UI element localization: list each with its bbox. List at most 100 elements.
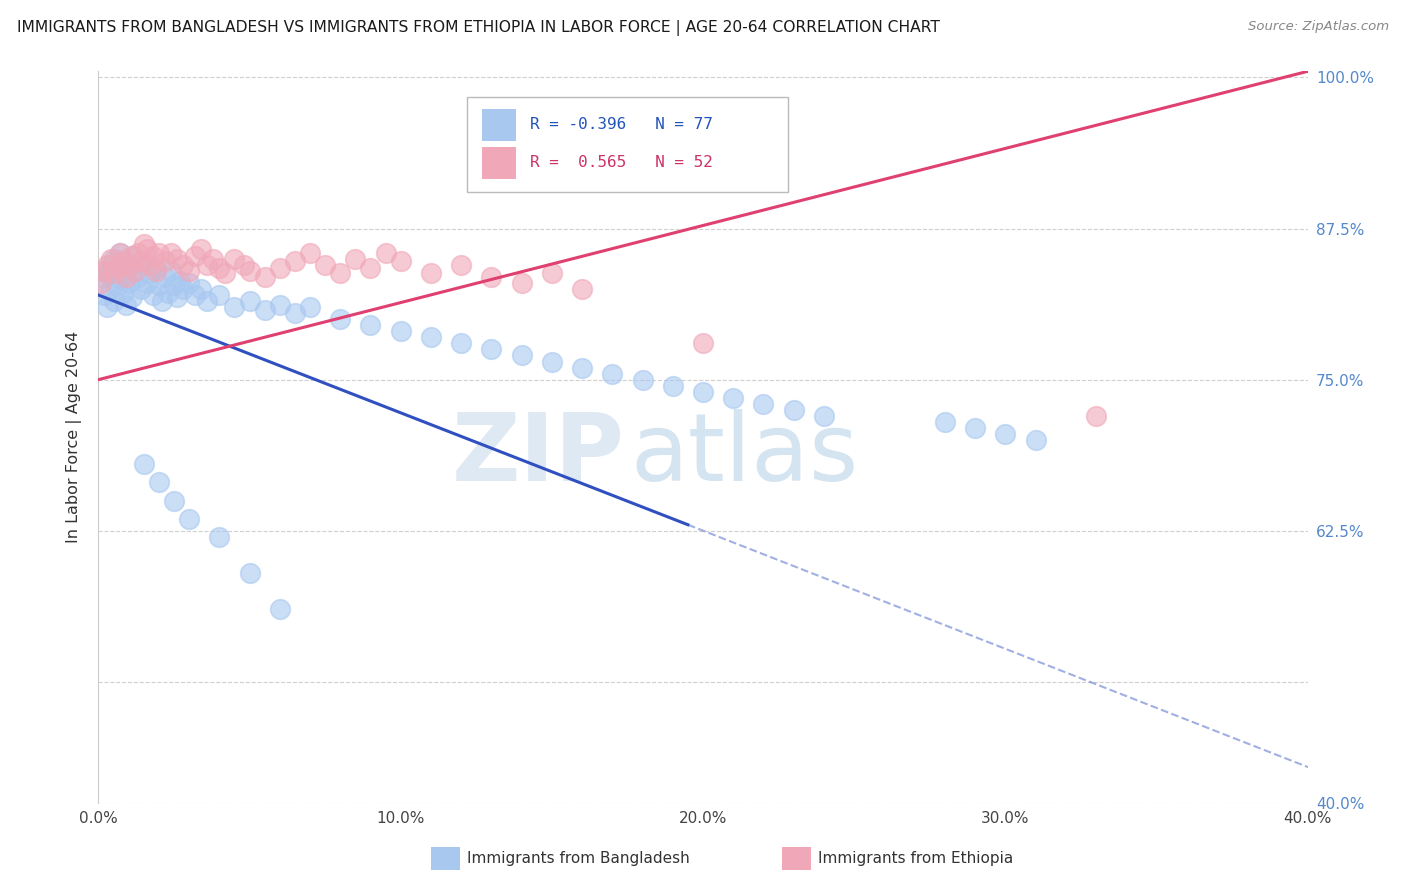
Point (284, 254, 307, 268)
Point (329, 266, 352, 280)
Point (96, 300, 118, 314)
Point (344, 252, 367, 266)
Point (214, 266, 236, 280)
Point (420, 266, 443, 280)
Point (360, 318, 382, 333)
Point (510, 276, 533, 290)
Point (571, 360, 593, 375)
Point (129, 282, 152, 296)
Point (163, 493, 186, 508)
Point (145, 261, 167, 276)
Point (540, 354, 562, 368)
Point (108, 245, 131, 260)
Point (631, 373, 654, 387)
Point (121, 249, 143, 263)
Point (994, 427, 1017, 442)
Point (135, 276, 157, 290)
Point (420, 330, 443, 344)
Point (190, 242, 212, 256)
Point (153, 254, 176, 268)
Point (934, 415, 956, 429)
Point (114, 266, 136, 280)
Point (813, 409, 835, 423)
Text: Immigrants from Bangladesh: Immigrants from Bangladesh (467, 851, 690, 866)
Point (389, 324, 412, 338)
Point (450, 336, 472, 351)
Point (105, 278, 128, 293)
Point (284, 306, 307, 320)
Point (114, 269, 136, 284)
Point (93, 269, 115, 284)
Point (160, 245, 183, 260)
Point (239, 294, 262, 309)
Point (208, 530, 231, 544)
Point (114, 298, 136, 312)
FancyBboxPatch shape (482, 146, 516, 179)
Point (153, 269, 176, 284)
Point (224, 252, 246, 266)
Point (148, 245, 170, 260)
Point (299, 300, 322, 314)
Point (692, 336, 714, 351)
Point (253, 269, 276, 284)
Point (1085, 409, 1108, 423)
Point (96, 258, 118, 272)
Point (127, 245, 149, 260)
Point (190, 282, 212, 296)
Point (208, 261, 231, 276)
Point (139, 258, 162, 272)
Point (121, 290, 143, 304)
Point (169, 273, 191, 287)
Point (103, 266, 125, 280)
Text: R =  0.565   N = 52: R = 0.565 N = 52 (530, 155, 713, 170)
Point (103, 294, 125, 309)
Point (156, 285, 179, 300)
Point (374, 245, 396, 260)
Point (142, 249, 165, 263)
Point (148, 278, 170, 293)
Point (269, 261, 291, 276)
Point (172, 258, 194, 272)
Point (96, 266, 118, 280)
Point (184, 288, 207, 302)
Text: Immigrants from Ethiopia: Immigrants from Ethiopia (818, 851, 1014, 866)
Text: IMMIGRANTS FROM BANGLADESH VS IMMIGRANTS FROM ETHIOPIA IN LABOR FORCE | AGE 20-6: IMMIGRANTS FROM BANGLADESH VS IMMIGRANTS… (17, 20, 939, 36)
FancyBboxPatch shape (432, 847, 460, 870)
Point (299, 245, 322, 260)
Point (783, 403, 806, 417)
Point (108, 245, 131, 260)
Point (111, 254, 134, 268)
Y-axis label: In Labor Force | Age 20-64: In Labor Force | Age 20-64 (66, 331, 83, 543)
Point (723, 391, 745, 405)
Point (314, 258, 336, 272)
Point (1024, 433, 1046, 447)
Point (224, 300, 246, 314)
Point (602, 367, 624, 381)
Point (450, 258, 472, 272)
Point (239, 566, 262, 580)
Point (105, 261, 128, 276)
Point (108, 272, 131, 286)
Point (239, 264, 262, 278)
Point (179, 511, 201, 525)
Point (103, 252, 125, 266)
FancyBboxPatch shape (467, 97, 787, 192)
Point (510, 349, 533, 363)
Point (150, 294, 173, 309)
Point (93, 288, 115, 302)
Point (90, 264, 112, 278)
Point (179, 276, 201, 290)
Point (269, 602, 291, 616)
Point (195, 294, 218, 309)
Text: atlas: atlas (630, 409, 859, 501)
Point (145, 264, 167, 278)
Point (148, 475, 170, 490)
Point (135, 242, 157, 256)
Point (124, 264, 146, 278)
Text: R = -0.396   N = 77: R = -0.396 N = 77 (530, 117, 713, 132)
Point (253, 302, 276, 317)
Point (202, 252, 225, 266)
Point (127, 269, 149, 284)
Point (232, 258, 254, 272)
Point (195, 258, 218, 272)
